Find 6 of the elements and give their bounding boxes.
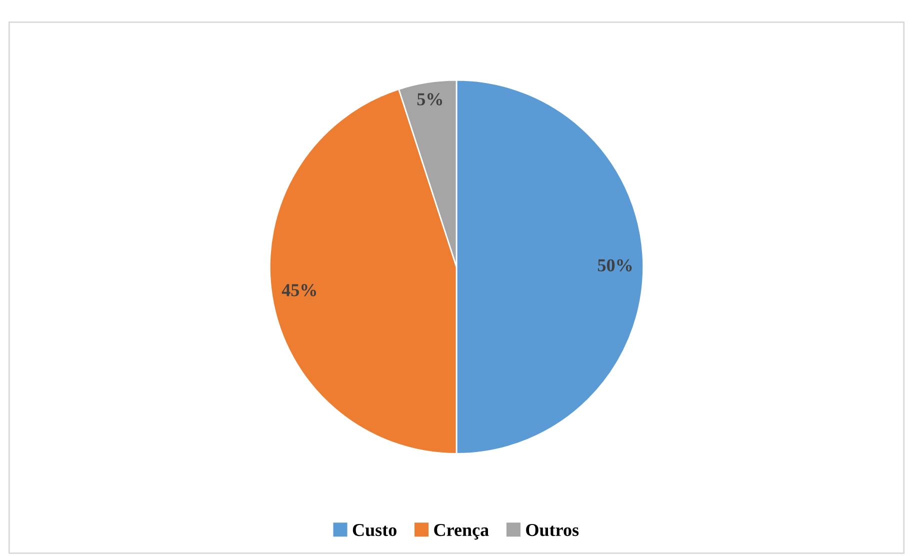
legend-label: Crença xyxy=(434,524,489,540)
legend-label: Custo xyxy=(352,524,396,536)
data-label: 50% xyxy=(598,259,632,272)
data-label: 5% xyxy=(417,93,442,106)
legend-label: Outros xyxy=(526,524,579,536)
data-label: 45% xyxy=(282,284,316,296)
